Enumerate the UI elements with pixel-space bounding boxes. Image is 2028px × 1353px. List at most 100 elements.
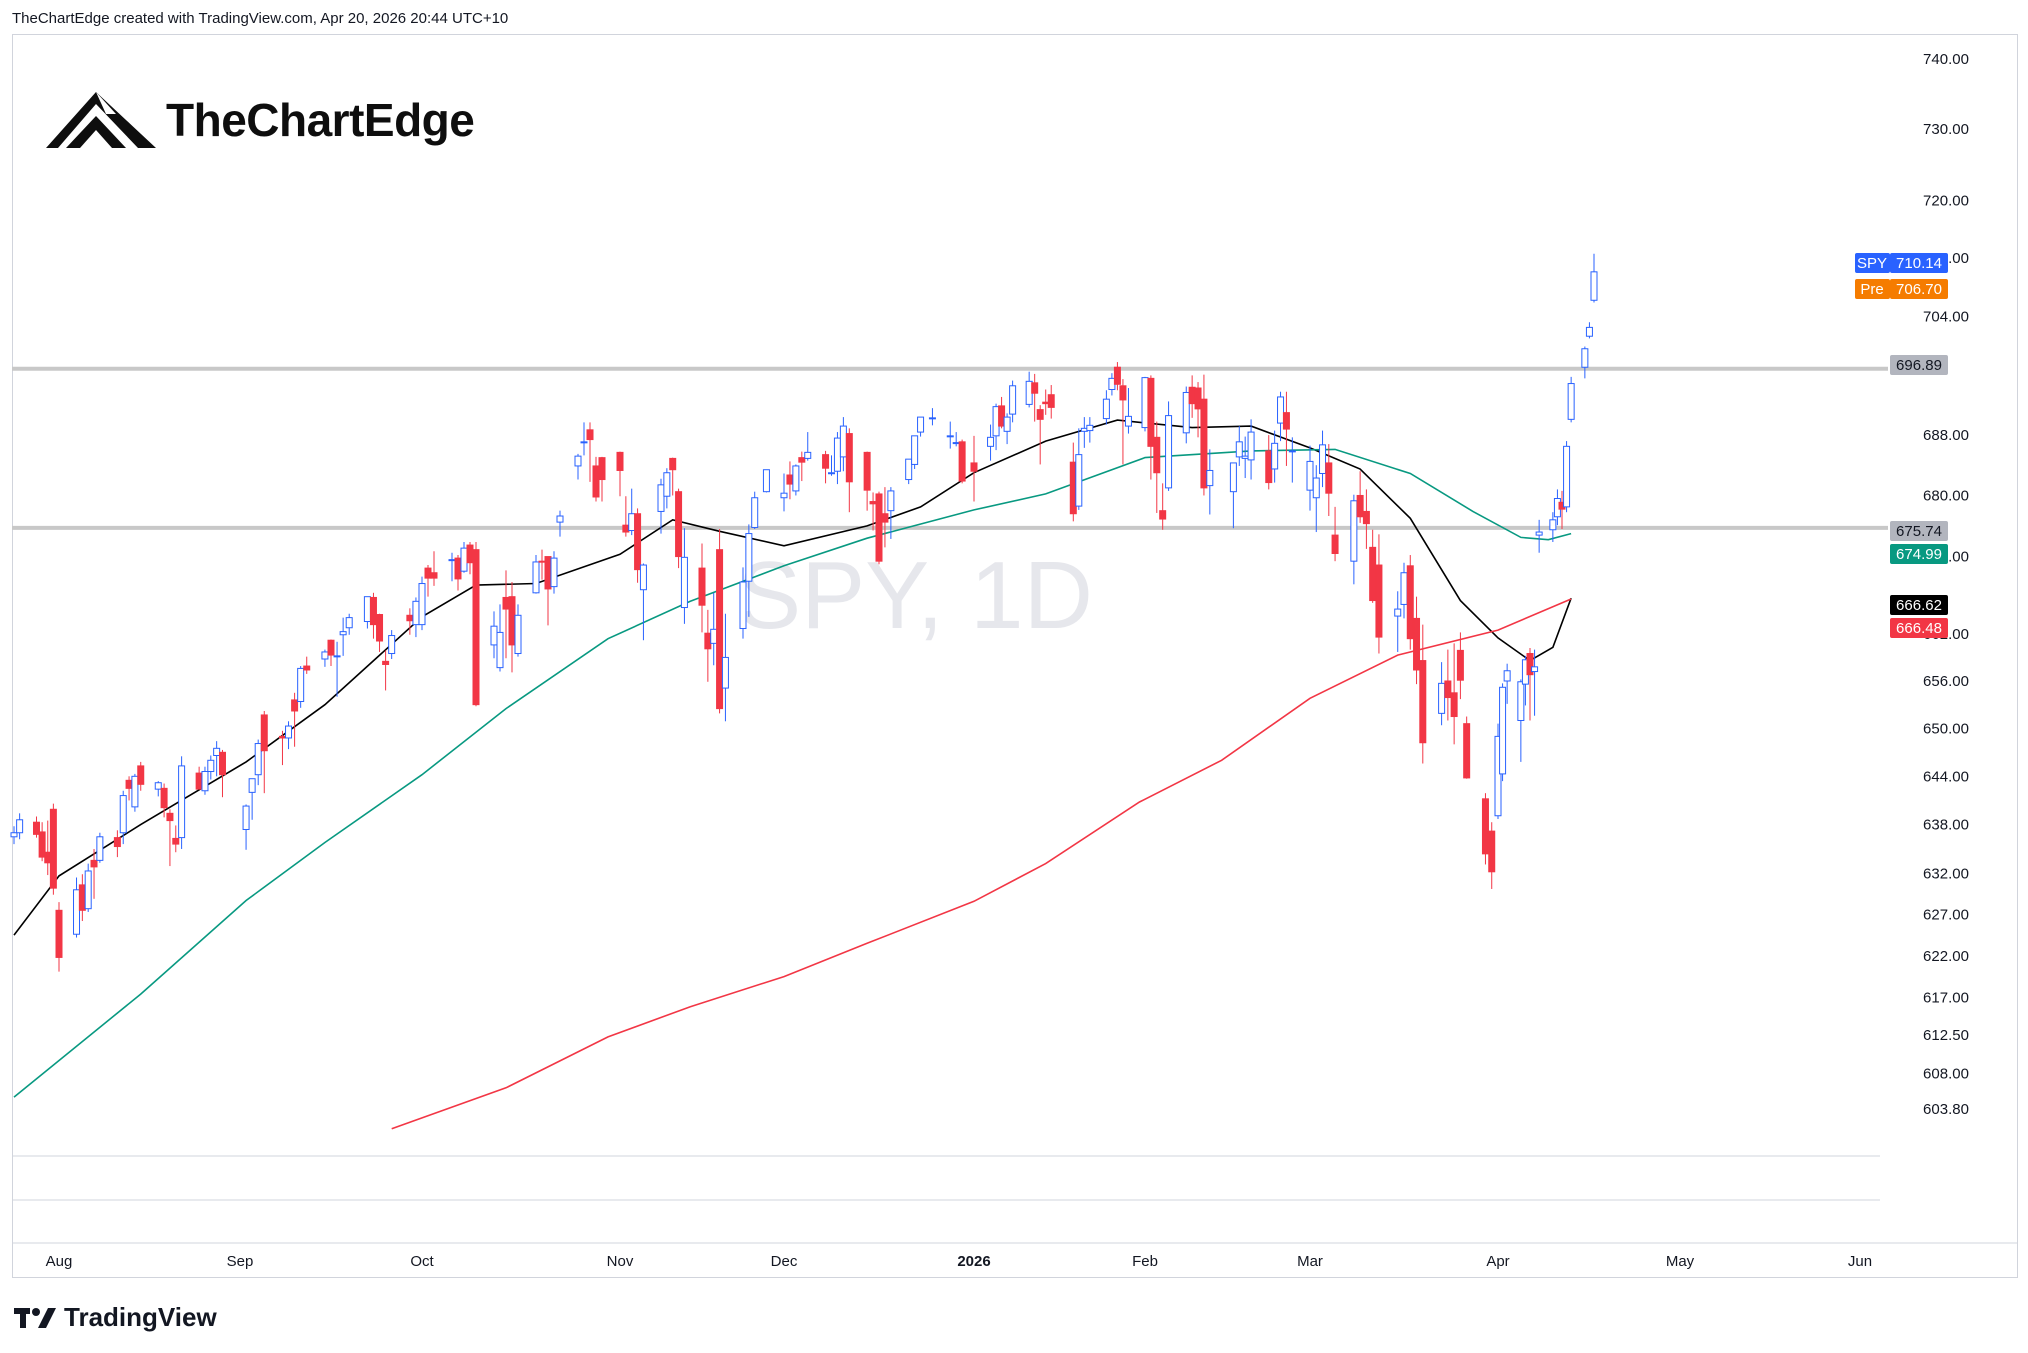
candle-body[interactable] xyxy=(1247,431,1255,461)
candle-body[interactable] xyxy=(1563,445,1571,508)
candle-body[interactable] xyxy=(739,581,747,630)
candle-body[interactable] xyxy=(178,765,186,839)
candle-body[interactable] xyxy=(586,429,594,441)
candle-body[interactable] xyxy=(881,513,889,523)
candle-body[interactable] xyxy=(1277,396,1285,424)
candle-body[interactable] xyxy=(496,631,504,669)
candle-body[interactable] xyxy=(869,501,877,505)
candle-body[interactable] xyxy=(1271,442,1279,470)
candle-body[interactable] xyxy=(345,617,353,629)
candle-body[interactable] xyxy=(1585,326,1593,337)
candle-body[interactable] xyxy=(863,451,871,491)
candle-body[interactable] xyxy=(154,782,162,790)
candle-body[interactable] xyxy=(580,441,588,444)
candle-body[interactable] xyxy=(1235,441,1243,458)
candle-body[interactable] xyxy=(430,572,438,579)
candle-body[interactable] xyxy=(1526,653,1534,676)
ma-line-ma-short[interactable] xyxy=(13,419,1572,936)
candle-body[interactable] xyxy=(369,596,377,626)
candle-body[interactable] xyxy=(721,656,729,689)
candle-body[interactable] xyxy=(550,557,558,588)
candle-body[interactable] xyxy=(195,772,203,790)
candle-body[interactable] xyxy=(1567,383,1575,420)
candle-body[interactable] xyxy=(1549,519,1557,531)
candle-body[interactable] xyxy=(10,832,18,838)
price-tag-bg[interactable] xyxy=(1890,253,1948,273)
candle-body[interactable] xyxy=(1147,377,1155,447)
candle-body[interactable] xyxy=(998,405,1006,427)
candle-body[interactable] xyxy=(845,433,853,483)
candle-body[interactable] xyxy=(1165,415,1173,489)
candle-body[interactable] xyxy=(905,458,913,481)
candle-body[interactable] xyxy=(1188,386,1196,405)
candle-body[interactable] xyxy=(1499,686,1507,775)
candle-body[interactable] xyxy=(1444,680,1452,699)
candle-body[interactable] xyxy=(1241,455,1249,459)
candle-body[interactable] xyxy=(218,751,226,776)
candle-body[interactable] xyxy=(1362,510,1370,525)
candle-body[interactable] xyxy=(822,454,830,469)
candle-body[interactable] xyxy=(598,457,606,481)
candle-body[interactable] xyxy=(1031,382,1039,394)
candle-body[interactable] xyxy=(166,812,174,822)
candle-body[interactable] xyxy=(1009,385,1017,415)
candle-body[interactable] xyxy=(628,513,636,532)
candle-body[interactable] xyxy=(418,583,426,626)
candle-body[interactable] xyxy=(1369,546,1377,602)
candle-body[interactable] xyxy=(1331,534,1339,554)
candle-body[interactable] xyxy=(1531,666,1539,673)
candle-body[interactable] xyxy=(1113,366,1121,385)
candle-body[interactable] xyxy=(592,465,600,498)
candle-body[interactable] xyxy=(952,442,960,445)
candle-body[interactable] xyxy=(448,559,456,562)
candle-body[interactable] xyxy=(490,625,498,646)
candle-body[interactable] xyxy=(278,735,286,739)
candle-body[interactable] xyxy=(639,564,647,591)
candle-body[interactable] xyxy=(751,497,759,528)
candle-body[interactable] xyxy=(1312,477,1320,499)
candle-body[interactable] xyxy=(466,544,474,564)
candle-body[interactable] xyxy=(207,759,215,773)
candle-body[interactable] xyxy=(917,416,925,433)
candle-body[interactable] xyxy=(745,533,753,582)
candle-body[interactable] xyxy=(958,441,966,482)
candle-body[interactable] xyxy=(131,775,139,808)
candle-body[interactable] xyxy=(291,699,299,712)
candle-body[interactable] xyxy=(780,492,788,499)
candle-body[interactable] xyxy=(90,859,98,868)
candle-body[interactable] xyxy=(574,455,582,467)
candle-body[interactable] xyxy=(55,909,63,958)
candle-body[interactable] xyxy=(113,837,121,848)
candle-body[interactable] xyxy=(172,837,180,845)
candle-body[interactable] xyxy=(1036,409,1044,420)
candle-body[interactable] xyxy=(1047,394,1055,408)
candle-body[interactable] xyxy=(96,836,104,861)
candle-body[interactable] xyxy=(556,515,564,523)
candle-body[interactable] xyxy=(798,457,806,463)
candle-body[interactable] xyxy=(1265,450,1273,484)
candle-body[interactable] xyxy=(1003,416,1011,432)
candle-body[interactable] xyxy=(833,437,841,472)
candle-body[interactable] xyxy=(1463,723,1471,779)
candle-body[interactable] xyxy=(622,524,630,533)
candle-body[interactable] xyxy=(532,561,540,594)
candle-body[interactable] xyxy=(1319,444,1327,474)
candle-body[interactable] xyxy=(119,795,127,834)
candle-body[interactable] xyxy=(828,472,835,475)
candle-body[interactable] xyxy=(1419,660,1427,744)
candle-body[interactable] xyxy=(303,665,311,671)
candle-body[interactable] xyxy=(538,560,546,563)
candle-body[interactable] xyxy=(16,819,24,834)
candle-body[interactable] xyxy=(472,549,480,706)
candle-body[interactable] xyxy=(804,451,812,459)
candle-body[interactable] xyxy=(1075,454,1083,507)
candle-body[interactable] xyxy=(762,469,770,493)
candle-body[interactable] xyxy=(1182,391,1190,434)
candle-body[interactable] xyxy=(333,655,341,658)
candle-body[interactable] xyxy=(260,714,268,752)
candle-body[interactable] xyxy=(1400,572,1408,605)
candle-body[interactable] xyxy=(1194,387,1202,410)
candle-body[interactable] xyxy=(460,547,468,572)
candle-body[interactable] xyxy=(1413,617,1421,671)
